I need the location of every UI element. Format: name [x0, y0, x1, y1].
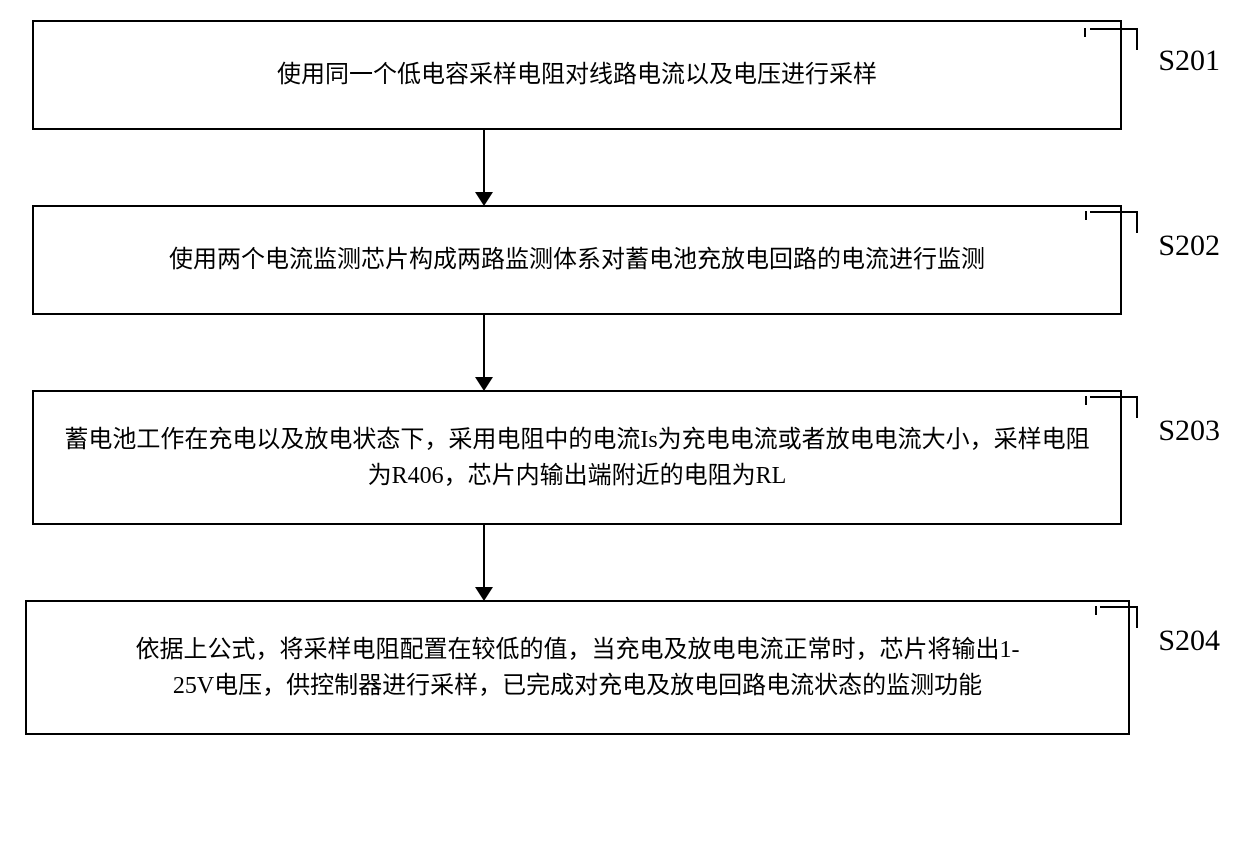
step-box-s202: 使用两个电流监测芯片构成两路监测体系对蓄电池充放电回路的电流进行监测	[32, 205, 1122, 315]
step-row-2: 使用两个电流监测芯片构成两路监测体系对蓄电池充放电回路的电流进行监测 S202	[20, 205, 1220, 315]
step-label-s204: S204	[1128, 622, 1220, 658]
step-box-s204: 依据上公式，将采样电阻配置在较低的值，当充电及放电电流正常时，芯片将输出1- 2…	[25, 600, 1130, 735]
arrow-line	[483, 525, 485, 587]
step-box-s203: 蓄电池工作在充电以及放电状态下，采用电阻中的电流Is为充电电流或者放电电流大小，…	[32, 390, 1122, 525]
arrow-shape	[475, 525, 493, 601]
arrow-shape	[475, 130, 493, 206]
arrow-head-icon	[475, 192, 493, 206]
step-row-3: 蓄电池工作在充电以及放电状态下，采用电阻中的电流Is为充电电流或者放电电流大小，…	[20, 390, 1220, 525]
arrow-2	[20, 315, 1220, 390]
arrow-1	[20, 130, 1220, 205]
step-label-s201: S201	[1128, 42, 1220, 78]
step-text: 蓄电池工作在充电以及放电状态下，采用电阻中的电流Is为充电电流或者放电电流大小，…	[54, 422, 1100, 494]
step-text: 使用同一个低电容采样电阻对线路电流以及电压进行采样	[277, 57, 877, 93]
arrow-shape	[475, 315, 493, 391]
arrow-head-icon	[475, 587, 493, 601]
arrow-3	[20, 525, 1220, 600]
arrow-line	[483, 130, 485, 192]
step-row-4: 依据上公式，将采样电阻配置在较低的值，当充电及放电电流正常时，芯片将输出1- 2…	[20, 600, 1220, 735]
arrow-head-icon	[475, 377, 493, 391]
flowchart-container: 使用同一个低电容采样电阻对线路电流以及电压进行采样 S201 使用两个电流监测芯…	[20, 20, 1220, 735]
step-row-1: 使用同一个低电容采样电阻对线路电流以及电压进行采样 S201	[20, 20, 1220, 130]
step-label-s202: S202	[1128, 227, 1220, 263]
arrow-line	[483, 315, 485, 377]
step-text: 使用两个电流监测芯片构成两路监测体系对蓄电池充放电回路的电流进行监测	[169, 242, 985, 278]
step-box-s201: 使用同一个低电容采样电阻对线路电流以及电压进行采样	[32, 20, 1122, 130]
step-text: 依据上公式，将采样电阻配置在较低的值，当充电及放电电流正常时，芯片将输出1- 2…	[136, 632, 1020, 704]
step-label-s203: S203	[1128, 412, 1220, 448]
